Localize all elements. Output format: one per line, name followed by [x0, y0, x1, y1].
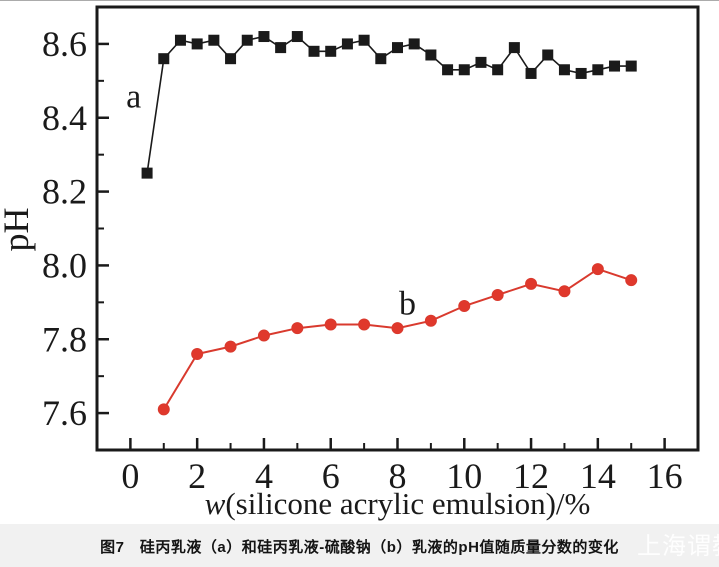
- series-b-marker: [525, 277, 538, 290]
- series-b-marker: [157, 403, 170, 416]
- series-a-marker: [442, 64, 454, 76]
- x-tick-label: 12: [513, 456, 549, 496]
- series-a-line: [146, 35, 632, 174]
- series-b-inline-label: b: [399, 285, 416, 322]
- x-tick-label: 16: [647, 456, 683, 496]
- caption-strip: 图7 硅丙乳液（a）和硅丙乳液-硫酸钠（b）乳液的pH值随质量分数的变化 上海谓…: [0, 524, 719, 567]
- series-a-marker: [408, 38, 420, 50]
- series-a-marker: [325, 45, 337, 57]
- y-tick-label: 8.4: [42, 98, 87, 138]
- series-a-marker: [275, 42, 287, 54]
- y-tick-label: 7.8: [42, 319, 87, 359]
- x-tick-label: 8: [389, 456, 407, 496]
- series-a-inline-label: a: [126, 79, 141, 116]
- series-a-marker: [358, 34, 370, 46]
- x-axis-title: w(silicone acrylic emulsion)/%: [205, 486, 591, 521]
- series-a-marker: [225, 53, 237, 65]
- series-b-marker: [324, 318, 337, 331]
- series-a-marker: [425, 49, 437, 61]
- series-a-marker: [625, 60, 637, 72]
- y-tick-label: 8.0: [42, 245, 87, 285]
- series-b-marker: [358, 318, 371, 331]
- y-axis-title: pH: [0, 208, 36, 252]
- x-tick-label: 4: [255, 456, 273, 496]
- series-b-marker: [424, 314, 437, 327]
- series-a-marker: [241, 34, 253, 46]
- series-b-marker: [191, 348, 204, 361]
- x-tick-label: 10: [446, 456, 482, 496]
- series-b-marker: [224, 340, 237, 353]
- series-a-marker: [575, 67, 587, 79]
- series-a-marker: [191, 38, 203, 50]
- series-a-marker: [258, 31, 270, 43]
- series-b-marker: [558, 285, 571, 298]
- series-b-marker: [458, 300, 471, 313]
- series-b-marker: [591, 263, 604, 276]
- series-a-marker: [375, 53, 387, 65]
- y-tick-label: 7.6: [42, 393, 87, 433]
- y-tick-label: 8.2: [42, 172, 87, 212]
- series-a-marker: [475, 56, 487, 68]
- series-a-marker: [592, 64, 604, 76]
- x-tick-label: 0: [121, 456, 139, 496]
- series-a-marker: [141, 167, 153, 179]
- series-a-marker: [208, 34, 220, 46]
- series-a-marker: [341, 38, 353, 50]
- series-a-marker: [492, 64, 504, 76]
- series-a-marker: [609, 60, 621, 72]
- series-a-marker: [308, 45, 320, 57]
- series-a-marker: [291, 31, 303, 43]
- series-b-marker: [291, 322, 304, 335]
- figure-caption: 图7 硅丙乳液（a）和硅丙乳液-硫酸钠（b）乳液的pH值随质量分数的变化: [100, 538, 619, 556]
- series-b-marker: [391, 322, 404, 335]
- series-a-marker: [508, 42, 520, 54]
- series-a-marker: [542, 49, 554, 61]
- plot-frame: [95, 5, 700, 452]
- series-b-marker: [257, 329, 270, 342]
- series-a-marker: [558, 64, 570, 76]
- series-a-marker: [458, 64, 470, 76]
- x-tick-label: 2: [188, 456, 206, 496]
- ph-line-chart: 0 2 4 6 8 10 12 14 16 8.6 8.4 8.2 8.0 7.8 7.6 w(silicon…: [0, 5, 700, 521]
- series-b-marker: [625, 274, 638, 287]
- series-b-marker: [491, 288, 504, 301]
- series-a-marker: [158, 53, 170, 65]
- watermark-text: 上海谓教: [637, 533, 719, 560]
- chart-area: 0 2 4 6 8 10 12 14 16 8.6 8.4 8.2 8.0 7.8 7.6 w(silicon…: [0, 1, 719, 524]
- series-a-marker: [174, 34, 186, 46]
- x-tick-label: 14: [580, 456, 616, 496]
- series-a-marker: [392, 42, 403, 54]
- x-tick-label: 6: [322, 456, 340, 496]
- series-a-marker: [525, 67, 537, 79]
- y-tick-label: 8.6: [42, 24, 87, 64]
